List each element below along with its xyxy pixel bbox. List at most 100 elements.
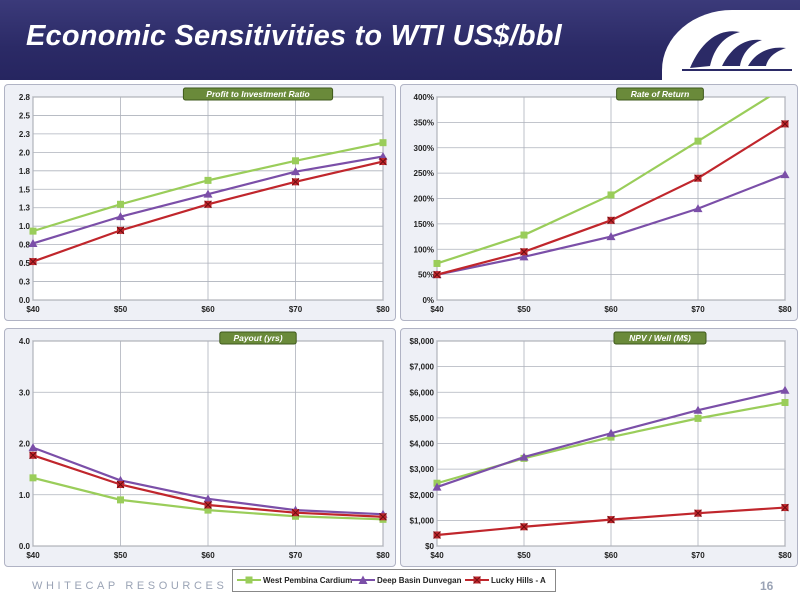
- data-point-triangle: [693, 204, 703, 213]
- y-tick-label: 0.5: [19, 259, 31, 268]
- y-tick-label: 1.0: [19, 222, 31, 231]
- x-tick-label: $80: [778, 551, 792, 560]
- data-point-x: [204, 501, 212, 509]
- y-tick-label: 200%: [414, 195, 434, 204]
- data-point-square: [694, 137, 702, 145]
- npv-chart: $0 $1,000 $2,000 $3,000 $4,000 $5,000 $6,000 $7…: [410, 331, 792, 560]
- data-point-triangle: [780, 170, 790, 179]
- y-tick-label: 2.8: [19, 93, 31, 102]
- chart-panel-payout: 0.0 1.0 2.0 3.0 4.0 $40 $50 $60 $70 $80 Payout (yr…: [4, 328, 396, 567]
- x-tick-label: $40: [26, 305, 40, 314]
- data-point-x: [781, 120, 789, 128]
- data-point-x: [520, 247, 528, 256]
- data-point-triangle: [606, 232, 616, 241]
- chart-panel-profit-investment: 0.0 0.3 0.5 0.8 1.0 1.3 1.5 1.8 2.0 2.3 2.5 2.8 $40 $…: [4, 84, 396, 321]
- x-tick-label: $80: [376, 305, 390, 314]
- x-tick-label: $70: [289, 305, 303, 314]
- page-title: Economic Sensitivities to WTI US$/bbl: [26, 20, 562, 52]
- x-tick-label: $70: [289, 551, 303, 560]
- x-tick-label: $60: [604, 305, 618, 314]
- y-tick-label: $3,000: [410, 465, 435, 474]
- rate-of-return-chart: 0% 50% 100% 150% 200% 250% 300% 350% 400% $40 $50 $…: [414, 87, 792, 314]
- y-tick-label: 1.5: [19, 185, 31, 194]
- y-tick-label: 100%: [414, 245, 434, 254]
- data-point-square: [379, 139, 387, 147]
- data-point-x: [694, 509, 702, 518]
- data-point-square: [204, 506, 212, 514]
- data-point-square: [29, 227, 37, 235]
- company-logo: [662, 10, 800, 80]
- legend-x-marker-icon: [465, 576, 489, 584]
- x-tick-label: $40: [430, 551, 444, 560]
- x-tick-label: $40: [430, 305, 444, 314]
- data-point-square: [292, 512, 299, 520]
- x-tick-label: $50: [114, 551, 128, 560]
- y-tick-label: $2,000: [410, 491, 435, 500]
- legend-item-deep-basin: Deep Basin Dunvegan: [351, 570, 461, 591]
- data-point-x: [520, 522, 528, 531]
- data-point-triangle: [519, 252, 529, 261]
- chart-panel-npv: $0 $1,000 $2,000 $3,000 $4,000 $5,000 $6,000 $7…: [400, 328, 798, 567]
- data-point-square: [117, 200, 124, 208]
- x-tick-label: $70: [691, 305, 705, 314]
- data-point-x: [29, 451, 37, 460]
- y-tick-label: $0: [425, 542, 434, 551]
- y-tick-label: 1.8: [19, 167, 31, 176]
- data-point-square: [204, 176, 212, 184]
- svg-text:Payout (yrs): Payout (yrs): [233, 333, 282, 343]
- data-point-square: [607, 191, 615, 199]
- y-tick-label: $7,000: [410, 363, 435, 372]
- y-tick-label: $6,000: [410, 388, 435, 397]
- svg-text:Rate of Return: Rate of Return: [631, 89, 690, 99]
- legend-label: West Pembina Cardium: [263, 576, 353, 585]
- y-tick-label: 350%: [414, 118, 434, 127]
- y-tick-label: 0.8: [19, 241, 31, 250]
- data-point-triangle: [116, 212, 125, 221]
- svg-text:Profit to Investment Ratio: Profit to Investment Ratio: [206, 89, 309, 99]
- y-tick-label: 0.0: [19, 542, 31, 551]
- chart-title: Profit to Investment Ratio: [182, 87, 334, 101]
- data-point-x: [781, 503, 789, 512]
- chart-title: Payout (yrs): [219, 331, 297, 345]
- chart-title: Rate of Return: [616, 87, 704, 101]
- chart-title: NPV / Well (M$): [613, 331, 707, 345]
- data-point-triangle: [432, 482, 442, 491]
- data-point-x: [607, 216, 615, 225]
- x-tick-label: $50: [114, 305, 128, 314]
- x-tick-label: $80: [778, 305, 792, 314]
- data-point-x: [433, 270, 441, 279]
- data-point-triangle: [606, 428, 616, 437]
- wave-logo-icon: [682, 31, 792, 71]
- data-point-triangle: [519, 452, 529, 461]
- data-point-square: [117, 496, 124, 504]
- y-tick-label: 400%: [414, 93, 434, 102]
- page-number: 16: [760, 579, 774, 593]
- x-tick-label: $40: [26, 551, 40, 560]
- y-tick-label: 0%: [422, 296, 434, 305]
- data-point-x: [694, 174, 702, 183]
- legend-item-west-pembina: West Pembina Cardium: [237, 570, 353, 591]
- data-point-triangle: [203, 189, 213, 198]
- legend-label: Lucky Hills - A: [491, 576, 546, 585]
- data-point-x: [29, 257, 37, 266]
- x-tick-label: $60: [604, 551, 618, 560]
- data-point-x: [433, 531, 441, 539]
- y-tick-label: 1.0: [19, 491, 31, 500]
- footer-company: WHITECAP RESOURCES INC: [32, 580, 264, 592]
- y-tick-label: $8,000: [410, 337, 435, 346]
- legend-label: Deep Basin Dunvegan: [377, 576, 462, 585]
- x-tick-label: $50: [517, 551, 531, 560]
- chart-legend: West Pembina Cardium Deep Basin Dunvegan…: [232, 569, 556, 592]
- x-tick-label: $80: [376, 551, 390, 560]
- data-point-triangle: [378, 151, 388, 160]
- y-tick-label: 0.0: [19, 296, 31, 305]
- data-point-square: [433, 259, 441, 267]
- data-point-triangle: [693, 405, 703, 414]
- y-tick-label: 150%: [414, 220, 434, 229]
- data-point-x: [379, 512, 387, 521]
- y-tick-label: 250%: [414, 169, 434, 178]
- y-tick-label: 2.0: [19, 148, 31, 157]
- data-point-square: [29, 474, 37, 482]
- y-tick-label: 1.3: [19, 204, 31, 213]
- y-tick-label: 2.5: [19, 111, 31, 120]
